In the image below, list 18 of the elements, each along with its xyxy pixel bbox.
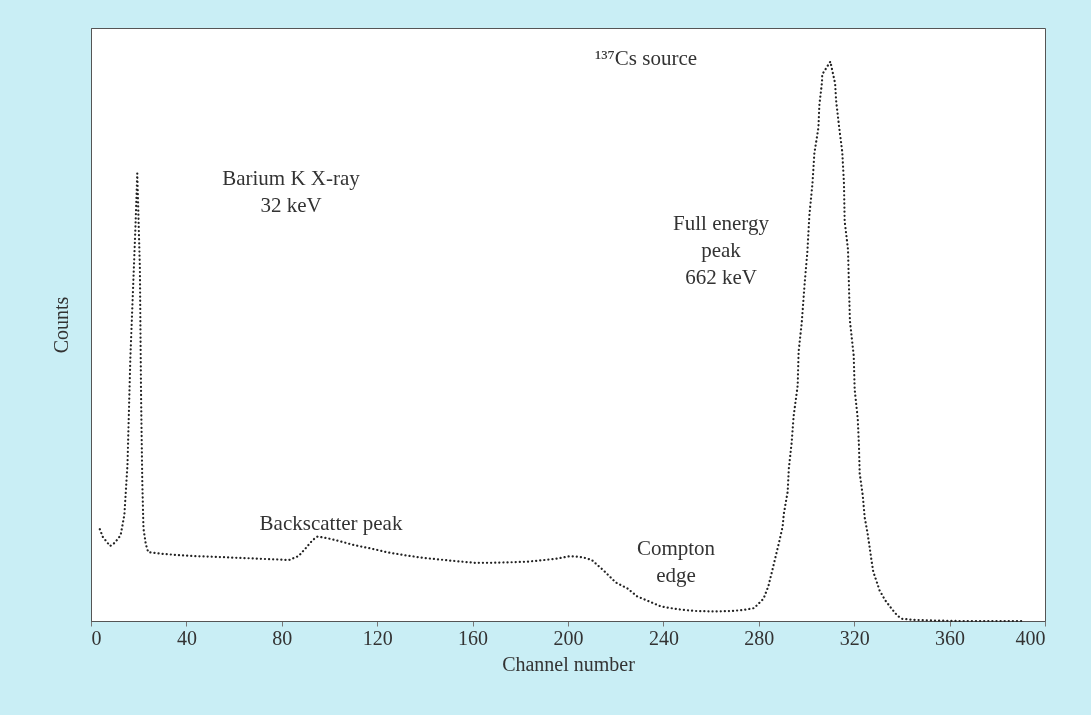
x-axis-title: Channel number [502, 652, 636, 675]
y-axis-title: Counts [49, 296, 72, 354]
x-tick-label: 80 [272, 626, 293, 649]
x-tick-label: 160 [458, 626, 489, 649]
annotation: Full energy peak 662 keV [673, 211, 770, 289]
x-tick-label: 120 [362, 626, 393, 649]
annotation: ¹³⁷Cs source [594, 46, 698, 70]
x-tick-label: 360 [935, 626, 966, 649]
x-tick-label: 40 [176, 626, 197, 649]
x-tick-label: 0 [91, 626, 102, 649]
annotation: Barium K X-ray 32 keV [222, 166, 361, 217]
x-tick-label: 200 [553, 626, 584, 649]
x-tick-label: 280 [744, 626, 775, 649]
annotation: Compton edge [636, 536, 716, 587]
x-tick-label: 240 [648, 626, 679, 649]
x-tick-label: 400 [1015, 626, 1046, 649]
x-tick-label: 320 [839, 626, 870, 649]
annotation: Backscatter peak [259, 511, 403, 535]
